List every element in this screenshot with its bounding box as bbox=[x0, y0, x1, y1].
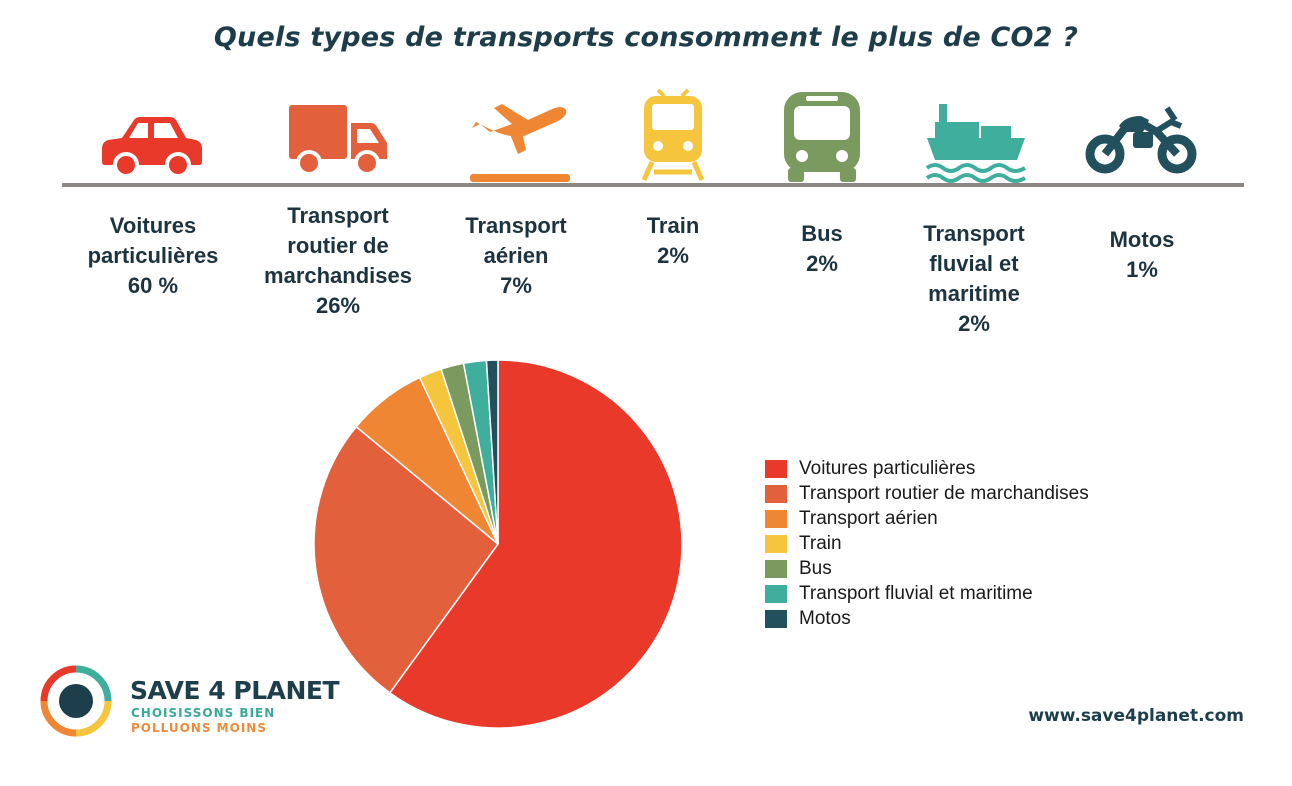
airplane-icon bbox=[470, 104, 570, 182]
motorcycle-icon bbox=[1085, 106, 1197, 174]
train-icon bbox=[641, 88, 705, 182]
legend-swatch bbox=[765, 559, 787, 578]
icon-baseline bbox=[62, 183, 1244, 187]
legend-label: Transport fluvial et maritime bbox=[799, 582, 1033, 604]
car-icon bbox=[102, 117, 202, 178]
pie-slice-0 bbox=[388, 359, 683, 729]
legend-label: Voitures particulières bbox=[799, 457, 976, 479]
legend-item: Transport routier de marchandises bbox=[765, 481, 1089, 506]
legend-item: Motos bbox=[765, 606, 1089, 631]
save4planet-logo-icon bbox=[40, 665, 112, 737]
brand-tagline-1: CHOISISSONS BIEN bbox=[131, 706, 276, 720]
website-link[interactable]: www.save4planet.com bbox=[1028, 706, 1244, 726]
legend-swatch bbox=[765, 584, 787, 603]
legend-item: Voitures particulières bbox=[765, 456, 1089, 481]
category-label-bus: Bus 2% bbox=[801, 221, 843, 276]
chart-title: Quels types de transports consomment le … bbox=[213, 22, 1079, 53]
legend-item: Transport aérien bbox=[765, 506, 1089, 531]
legend-item: Train bbox=[765, 531, 1089, 556]
pie-chart bbox=[313, 359, 683, 729]
legend-item: Transport fluvial et maritime bbox=[765, 581, 1089, 606]
chart-legend: Voitures particulières Transport routier… bbox=[765, 456, 1089, 631]
category-label-transport-aerien: Transport aérien 7% bbox=[465, 213, 567, 298]
legend-swatch bbox=[765, 484, 787, 503]
pie-slice-6 bbox=[485, 359, 499, 545]
brand-name: SAVE 4 PLANET bbox=[130, 676, 340, 705]
pie-slice-1 bbox=[313, 425, 500, 694]
legend-label: Transport aérien bbox=[799, 507, 938, 529]
category-label-train: Train 2% bbox=[646, 213, 700, 268]
category-label-transport-fluvial: Transport fluvial et maritime 2% bbox=[923, 221, 1025, 336]
brand-tagline-2: POLLUONS MOINS bbox=[131, 721, 267, 735]
legend-swatch bbox=[765, 509, 787, 528]
legend-swatch bbox=[765, 459, 787, 478]
category-label-transport-routier: Transport routier de marchandises 26% bbox=[264, 203, 412, 318]
legend-swatch bbox=[765, 534, 787, 553]
category-label-motos: Motos 1% bbox=[1109, 227, 1175, 282]
legend-label: Transport routier de marchandises bbox=[799, 482, 1089, 504]
legend-swatch bbox=[765, 609, 787, 628]
legend-label: Motos bbox=[799, 607, 851, 629]
legend-label: Train bbox=[799, 532, 842, 554]
legend-label: Bus bbox=[799, 557, 832, 579]
category-label-voitures: Voitures particulières 60 % bbox=[87, 213, 219, 298]
bus-icon bbox=[784, 92, 860, 182]
legend-item: Bus bbox=[765, 556, 1089, 581]
truck-icon bbox=[289, 105, 387, 176]
ship-icon bbox=[925, 104, 1027, 183]
